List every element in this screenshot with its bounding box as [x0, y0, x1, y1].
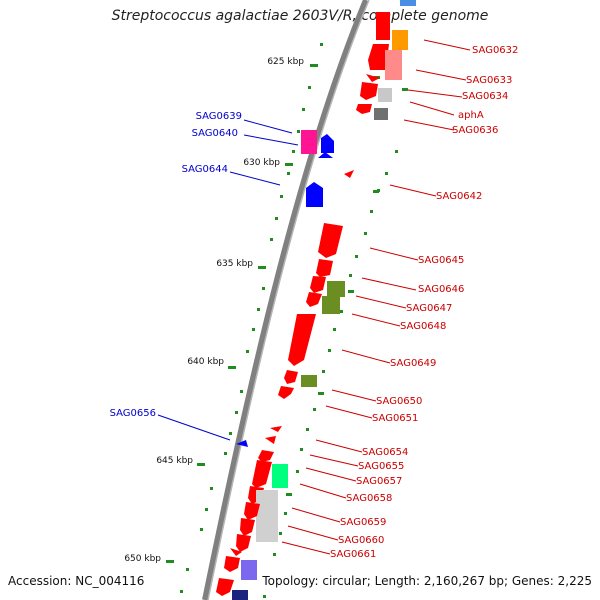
gene-block-green [272, 464, 288, 488]
accession-label: Accession: NC_004116 [8, 574, 145, 588]
gene-label: SAG0644 [182, 164, 228, 175]
gene-block-blue-top [400, 0, 416, 6]
gene-arrow-blue [236, 440, 248, 447]
gene-label: SAG0660 [338, 535, 384, 546]
gene-label: SAG0658 [346, 493, 392, 504]
gene-arrow-red [318, 223, 343, 258]
gene-block-navy [232, 590, 248, 600]
gene-block-olive [322, 296, 340, 314]
gene-labels-left: SAG0639 SAG0640 SAG0644 SAG0656 [110, 111, 242, 419]
tick-label: 645 kbp [156, 456, 193, 466]
tick-labels: 625 kbp 630 kbp 635 kbp 640 kbp 645 kbp … [124, 57, 304, 564]
gene-arrow-red [224, 556, 240, 572]
gene-block-olive [327, 281, 345, 297]
gene-label: SAG0648 [400, 321, 446, 332]
gene-label: SAG0657 [356, 476, 402, 487]
gene-label: SAG0642 [436, 191, 482, 202]
gene-label: SAG0656 [110, 408, 156, 419]
leader-lines-left [157, 119, 299, 441]
gene-blocks [216, 0, 416, 600]
gene-block-red [376, 12, 390, 40]
gene-block-pink [385, 50, 402, 80]
gene-arrow-red [310, 276, 326, 293]
gene-label: SAG0646 [418, 284, 464, 295]
gene-label: SAG0651 [372, 413, 418, 424]
gene-block-purple [241, 560, 257, 580]
gene-arrow-red [316, 259, 333, 277]
tick-label: 650 kbp [124, 554, 161, 564]
gene-arrow-red [258, 450, 274, 462]
gene-block-gray [378, 88, 392, 102]
gene-arrow-red [216, 578, 234, 596]
gene-arrow-red [230, 548, 242, 556]
genome-summary: Topology: circular; Length: 2,160,267 bp… [262, 574, 592, 588]
gene-label: SAG0633 [466, 75, 512, 86]
gene-arrow-red [278, 386, 294, 399]
gene-arrow-red [284, 370, 298, 384]
inner-ring-dots [263, 150, 398, 598]
gene-block-olive [301, 375, 317, 387]
gene-arrow-red [265, 436, 276, 444]
gene-label: SAG0645 [418, 255, 464, 266]
gene-label: SAG0661 [330, 549, 376, 560]
gene-arrow-red [288, 314, 316, 366]
gene-label: SAG0647 [406, 303, 452, 314]
gene-arrow-blue [306, 182, 323, 207]
gene-arrow-red [236, 534, 251, 552]
gene-arrow-blue [321, 134, 334, 153]
gene-label: SAG0650 [376, 396, 422, 407]
gene-label: aphA [458, 110, 484, 121]
gene-arrow-red [240, 518, 255, 536]
gene-label: SAG0640 [192, 128, 238, 139]
gene-block-orange [392, 30, 408, 50]
genome-backbone-highlight [207, 0, 370, 600]
gene-arrow-red [356, 104, 372, 114]
gene-arrow-red [244, 502, 260, 520]
gene-arrow-red [270, 426, 282, 432]
gene-label: SAG0654 [362, 447, 408, 458]
gene-label: SAG0634 [462, 91, 508, 102]
gene-arrow-red [252, 460, 272, 488]
leader-lines-right [281, 39, 471, 555]
gene-arrow-red [306, 292, 322, 307]
gene-arrow-blue [318, 152, 333, 158]
gene-arrow-red [366, 74, 380, 82]
tick-label: 625 kbp [267, 57, 304, 67]
tick-label: 630 kbp [243, 158, 280, 168]
gene-block-pink [301, 130, 317, 154]
map-title: Streptococcus agalactiae 2603V/R, comple… [111, 8, 489, 24]
tick-label: 635 kbp [216, 259, 253, 269]
tick-label: 640 kbp [187, 357, 224, 367]
gene-arrow-red [360, 82, 378, 100]
gene-label: SAG0636 [452, 125, 498, 136]
gene-arrow-red [344, 170, 354, 178]
gene-label: SAG0639 [196, 111, 242, 122]
gene-block-darkgray [374, 108, 388, 120]
gene-block-gray [256, 490, 278, 542]
gene-label: SAG0649 [390, 358, 436, 369]
gene-label: SAG0632 [472, 45, 518, 56]
gene-label: SAG0655 [358, 461, 404, 472]
genome-backbone [202, 0, 369, 600]
gene-arrow-red [368, 44, 389, 70]
gene-labels-right: SAG0632 SAG0633 SAG0634 aphA SAG0636 SAG… [330, 45, 518, 560]
gene-label: SAG0659 [340, 517, 386, 528]
